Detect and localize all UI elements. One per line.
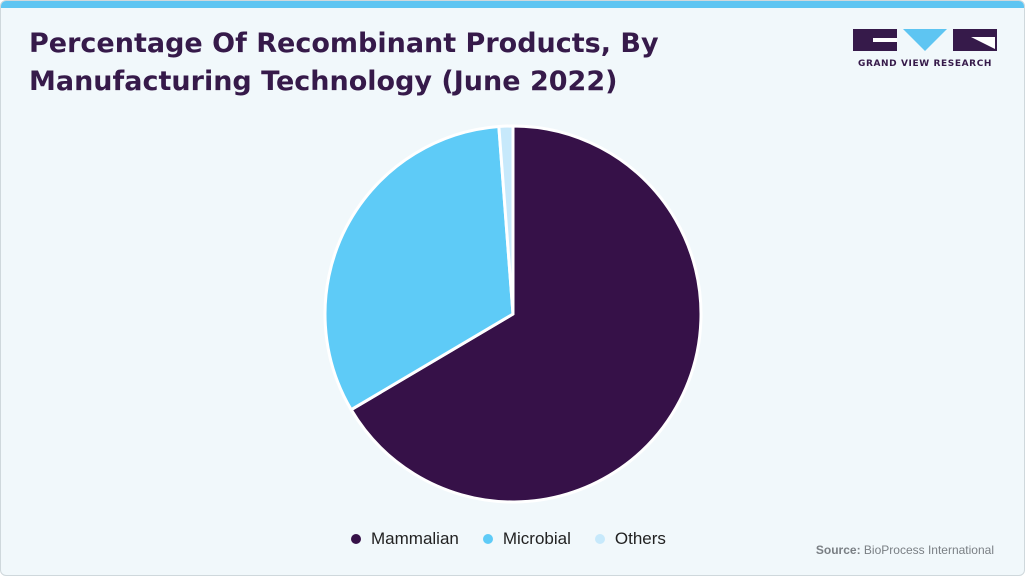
legend-swatch-mammalian <box>351 534 361 544</box>
title-line-2: Manufacturing Technology (June 2022) <box>29 66 618 97</box>
legend-label-microbial: Microbial <box>502 529 571 548</box>
legend-swatch-microbial <box>482 534 493 544</box>
pie-chart <box>323 124 703 504</box>
title-line-1: Percentage Of Recombinant Products, By <box>29 28 659 59</box>
gvr-logo-icon <box>853 29 997 51</box>
pie-slice-microbial <box>323 125 515 412</box>
pie-slice-others <box>497 124 515 316</box>
legend-item-others: Others <box>594 529 666 549</box>
legend-item-microbial: Microbial <box>482 529 571 549</box>
accent-bar <box>1 1 1024 8</box>
source-text: BioProcess International <box>863 543 994 557</box>
chart-title: Percentage Of Recombinant Products, By M… <box>29 25 729 101</box>
legend: Mammalian Microbial Others <box>351 529 666 549</box>
pie-slice-mammalian <box>349 124 703 504</box>
gvr-logo: GRAND VIEW RESEARCH <box>853 29 997 71</box>
source-label: Source: <box>815 543 861 557</box>
source-note: Source: BioProcess International <box>816 543 994 557</box>
legend-label-mammalian: Mammalian <box>371 529 459 548</box>
legend-label-others: Others <box>614 529 666 548</box>
logo-text: GRAND VIEW RESEARCH <box>857 59 993 69</box>
legend-swatch-others <box>594 534 605 544</box>
legend-item-mammalian: Mammalian <box>351 529 459 549</box>
